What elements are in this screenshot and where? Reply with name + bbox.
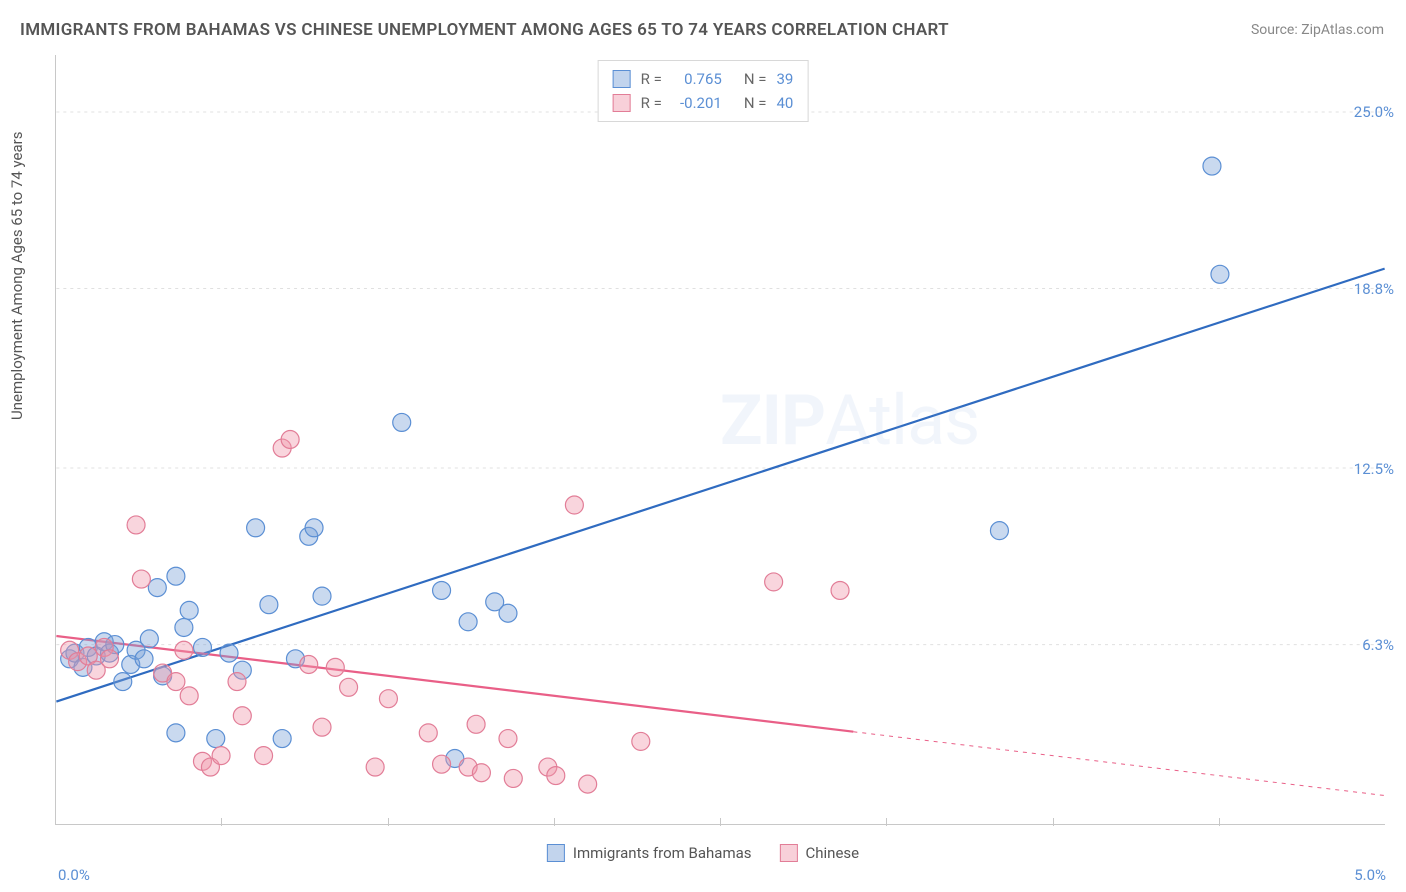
n-label: N = (744, 91, 767, 115)
n-label: N = (744, 67, 767, 91)
correlation-legend: R = 0.765 N = 39 R = -0.201 N = 40 (598, 60, 809, 122)
swatch-blue-icon (547, 844, 565, 862)
scatter-chart-svg (56, 55, 1385, 824)
swatch-blue-icon (613, 70, 631, 88)
x-tick-mark (221, 818, 222, 826)
n-value-pink: 40 (776, 91, 793, 115)
x-tick-mark (720, 818, 721, 826)
source-attribution: Source: ZipAtlas.com (1251, 22, 1384, 38)
y-tick-label: 25.0% (1354, 103, 1394, 121)
swatch-pink-icon (780, 844, 798, 862)
x-tick-mark (388, 818, 389, 826)
y-tick-label: 12.5% (1354, 460, 1394, 478)
legend-row-blue: R = 0.765 N = 39 (613, 67, 794, 91)
swatch-pink-icon (613, 94, 631, 112)
legend-item-chinese: Chinese (780, 844, 860, 862)
x-tick-min: 0.0% (58, 866, 90, 884)
r-label: R = (641, 91, 662, 115)
y-tick-label: 6.3% (1362, 636, 1394, 654)
y-tick-label: 18.8% (1354, 280, 1394, 298)
x-tick-max: 5.0% (1354, 866, 1386, 884)
legend-row-pink: R = -0.201 N = 40 (613, 91, 794, 115)
r-value-blue: 0.765 (672, 67, 722, 91)
plot-area (55, 55, 1385, 825)
legend-label: Immigrants from Bahamas (573, 844, 752, 862)
x-tick-mark (1219, 818, 1220, 826)
r-label: R = (641, 67, 662, 91)
x-tick-mark (886, 818, 887, 826)
x-tick-mark (554, 818, 555, 826)
x-tick-mark (1053, 818, 1054, 826)
series-legend: Immigrants from Bahamas Chinese (547, 844, 859, 862)
chart-title: IMMIGRANTS FROM BAHAMAS VS CHINESE UNEMP… (20, 20, 949, 40)
legend-item-bahamas: Immigrants from Bahamas (547, 844, 752, 862)
n-value-blue: 39 (776, 67, 793, 91)
r-value-pink: -0.201 (672, 91, 722, 115)
y-axis-label: Unemployment Among Ages 65 to 74 years (8, 132, 26, 420)
legend-label: Chinese (806, 844, 860, 862)
